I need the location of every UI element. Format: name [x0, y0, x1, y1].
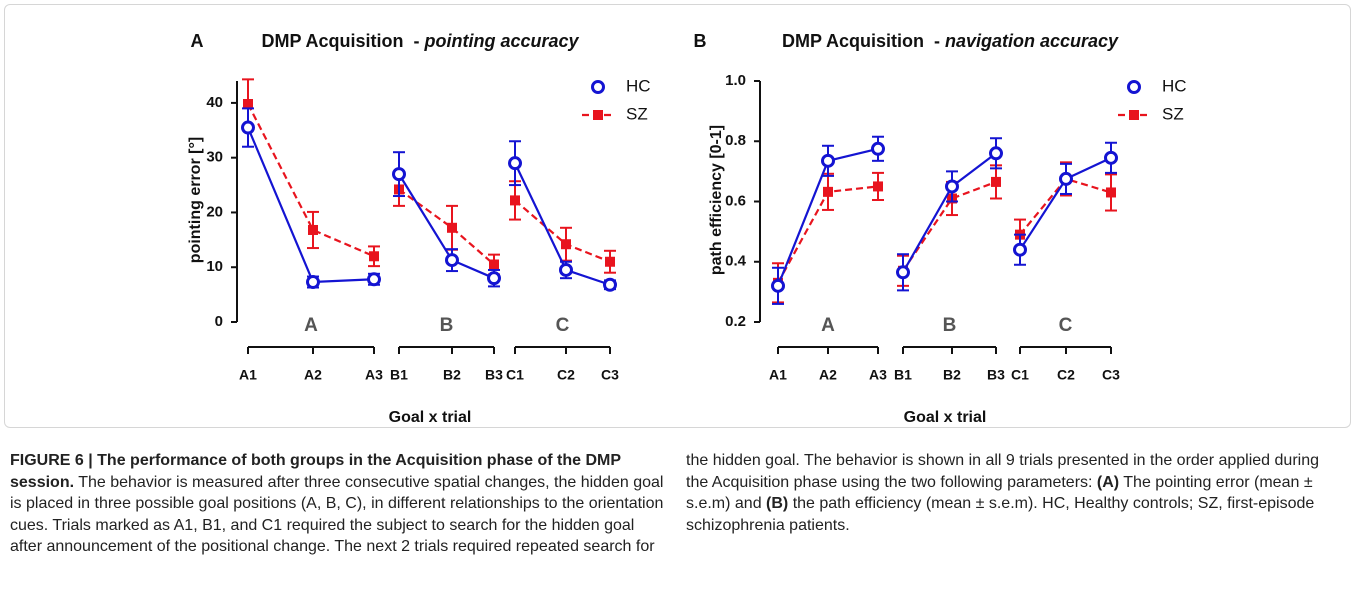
point	[561, 239, 571, 250]
point	[871, 141, 885, 156]
group-label: C	[556, 315, 570, 336]
figure-frame	[4, 4, 1351, 428]
title-italic: pointing accuracy	[423, 31, 579, 51]
point	[1106, 187, 1116, 198]
x-tick-label: C1	[506, 367, 524, 383]
legend-label: SZ	[626, 104, 648, 123]
legend-marker	[1127, 80, 1141, 94]
point	[369, 251, 379, 262]
x-tick-label: C2	[1057, 367, 1075, 383]
y-tick-label: 0.4	[725, 253, 747, 270]
legend-label: HC	[1162, 76, 1187, 95]
y-axis-label: pointing error [°]	[187, 137, 204, 263]
point	[1104, 150, 1118, 165]
x-tick-label: B1	[390, 367, 408, 383]
title-main: DMP Acquisition -	[782, 31, 945, 51]
group-label: C	[1059, 315, 1073, 336]
x-tick-label: A1	[769, 367, 787, 383]
x-tick-label: B3	[485, 367, 503, 383]
chart-title: DMP Acquisition - navigation accuracy	[782, 31, 1119, 51]
group-label: A	[821, 315, 835, 336]
x-tick-label: C3	[1102, 367, 1120, 383]
caption-label: FIGURE 6 | The performance of both group…	[10, 452, 621, 491]
caption: FIGURE 6 | The performance of both group…	[10, 450, 1340, 558]
legend-label: HC	[626, 76, 651, 95]
legend-label: SZ	[1162, 104, 1184, 123]
panel-label: B	[694, 31, 707, 51]
chart-title: DMP Acquisition - pointing accuracy	[261, 31, 579, 51]
caption-segment: (A)	[1096, 473, 1120, 491]
y-tick-label: 0.8	[725, 132, 746, 149]
point	[392, 167, 406, 182]
point	[243, 99, 253, 110]
y-tick-label: 0.2	[725, 313, 746, 330]
x-tick-label: B3	[987, 367, 1005, 383]
point	[991, 176, 1001, 187]
y-tick-label: 1.0	[725, 72, 746, 89]
point	[489, 259, 499, 270]
point	[823, 186, 833, 197]
point	[821, 153, 835, 168]
group-label: B	[943, 315, 957, 336]
x-tick-label: B2	[443, 367, 461, 383]
x-tick-label: A3	[869, 367, 887, 383]
x-tick-label: A2	[304, 367, 322, 383]
x-axis-label: Goal x trial	[904, 409, 987, 426]
x-tick-label: C1	[1011, 367, 1029, 383]
x-tick-label: B1	[894, 367, 912, 383]
title-main: DMP Acquisition -	[261, 31, 424, 51]
legend-marker	[591, 80, 605, 94]
point	[241, 120, 255, 135]
point	[487, 271, 501, 286]
point	[771, 278, 785, 293]
legend-marker	[593, 110, 603, 120]
caption-segment: The pointing error (mean ± s.e.m) and	[686, 473, 1313, 513]
point	[308, 224, 318, 235]
point	[367, 272, 381, 287]
point	[989, 146, 1003, 161]
y-tick-label: 30	[206, 149, 223, 166]
y-tick-label: 0.6	[725, 192, 746, 209]
series-line	[247, 103, 375, 258]
caption-segment: the path efficiency (mean ± s.e.m). HC, …	[686, 495, 1315, 534]
point	[306, 275, 320, 290]
group-label: B	[440, 315, 454, 336]
point	[508, 156, 522, 171]
point	[447, 222, 457, 233]
series-line	[398, 188, 495, 266]
series-line	[246, 127, 375, 284]
title-italic: navigation accuracy	[945, 31, 1119, 51]
y-tick-label: 20	[206, 203, 223, 220]
point	[510, 195, 520, 206]
y-tick-label: 0	[215, 313, 223, 330]
y-tick-label: 10	[206, 258, 223, 275]
group-label: A	[304, 315, 318, 336]
point	[1013, 242, 1027, 257]
point	[445, 253, 459, 268]
x-tick-label: B2	[943, 367, 961, 383]
legend-marker	[1129, 110, 1139, 120]
figure: A DMP Acquisition - pointing accuracy 0 10 2…	[187, 31, 1187, 426]
caption-segment: (B)	[766, 495, 789, 512]
panel-label: A	[191, 31, 204, 51]
x-tick-label: A2	[819, 367, 837, 383]
point	[603, 277, 617, 292]
x-tick-label: A3	[365, 367, 383, 383]
x-tick-label: A1	[239, 367, 257, 383]
y-axis-label: path efficiency [0-1]	[708, 125, 725, 275]
x-axis-label: Goal x trial	[389, 409, 472, 426]
y-tick-label: 40	[206, 94, 223, 111]
point	[1059, 171, 1073, 186]
point	[605, 256, 615, 267]
point	[559, 262, 573, 277]
x-tick-label: C3	[601, 367, 619, 383]
point	[873, 181, 883, 192]
caption-segment: The behavior is measured after three con…	[10, 452, 1319, 555]
series-line	[514, 199, 611, 263]
point	[945, 179, 959, 194]
point	[896, 265, 910, 280]
caption-text: The behavior is measured after three con…	[10, 452, 1319, 555]
x-tick-label: C2	[557, 367, 575, 383]
